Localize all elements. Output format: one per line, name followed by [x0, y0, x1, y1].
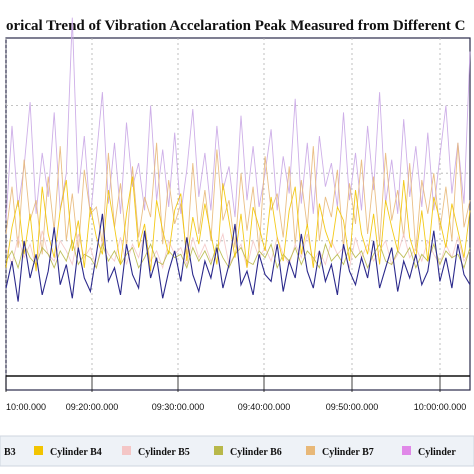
x-tick-label-4: 09:50:00.000: [326, 402, 379, 412]
legend-swatch-2: [122, 446, 131, 455]
grid-lines: [5, 38, 470, 376]
legend-swatch-1: [34, 446, 43, 455]
legend-swatch-4: [306, 446, 315, 455]
series-lines: [5, 17, 471, 302]
x-tick-label-2: 09:30:00.000: [152, 402, 205, 412]
chart-title: orical Trend of Vibration Accelaration P…: [6, 18, 466, 34]
legend-label-5: Cylinder: [418, 447, 456, 458]
legend-label-0: B3: [4, 447, 16, 458]
legend-label-4: Cylinder B7: [322, 447, 374, 458]
x-tick-label-5: 10:00:00.000: [414, 402, 467, 412]
x-tick-label-3: 09:40:00.000: [238, 402, 291, 412]
legend-label-1: Cylinder B4: [50, 447, 102, 458]
series-line-0: [5, 213, 471, 302]
legend: B3 Cylinder B4 Cylinder B5 Cylinder B6 Cylin…: [4, 446, 456, 458]
series-line-5: [5, 17, 471, 221]
series-line-4: [5, 142, 471, 255]
x-axis-ticks: 10:00.000 09:20:00.000 09:30:00.000 09:40:0…: [5, 376, 467, 412]
series-line-1: [5, 176, 471, 272]
legend-swatch-5: [402, 446, 411, 455]
legend-label-3: Cylinder B6: [230, 447, 282, 458]
x-tick-label-0: 10:00.000: [6, 402, 46, 412]
x-tick-label-1: 09:20:00.000: [66, 402, 119, 412]
legend-swatch-3: [214, 446, 223, 455]
legend-label-2: Cylinder B5: [138, 447, 190, 458]
legend-box: [0, 435, 474, 467]
